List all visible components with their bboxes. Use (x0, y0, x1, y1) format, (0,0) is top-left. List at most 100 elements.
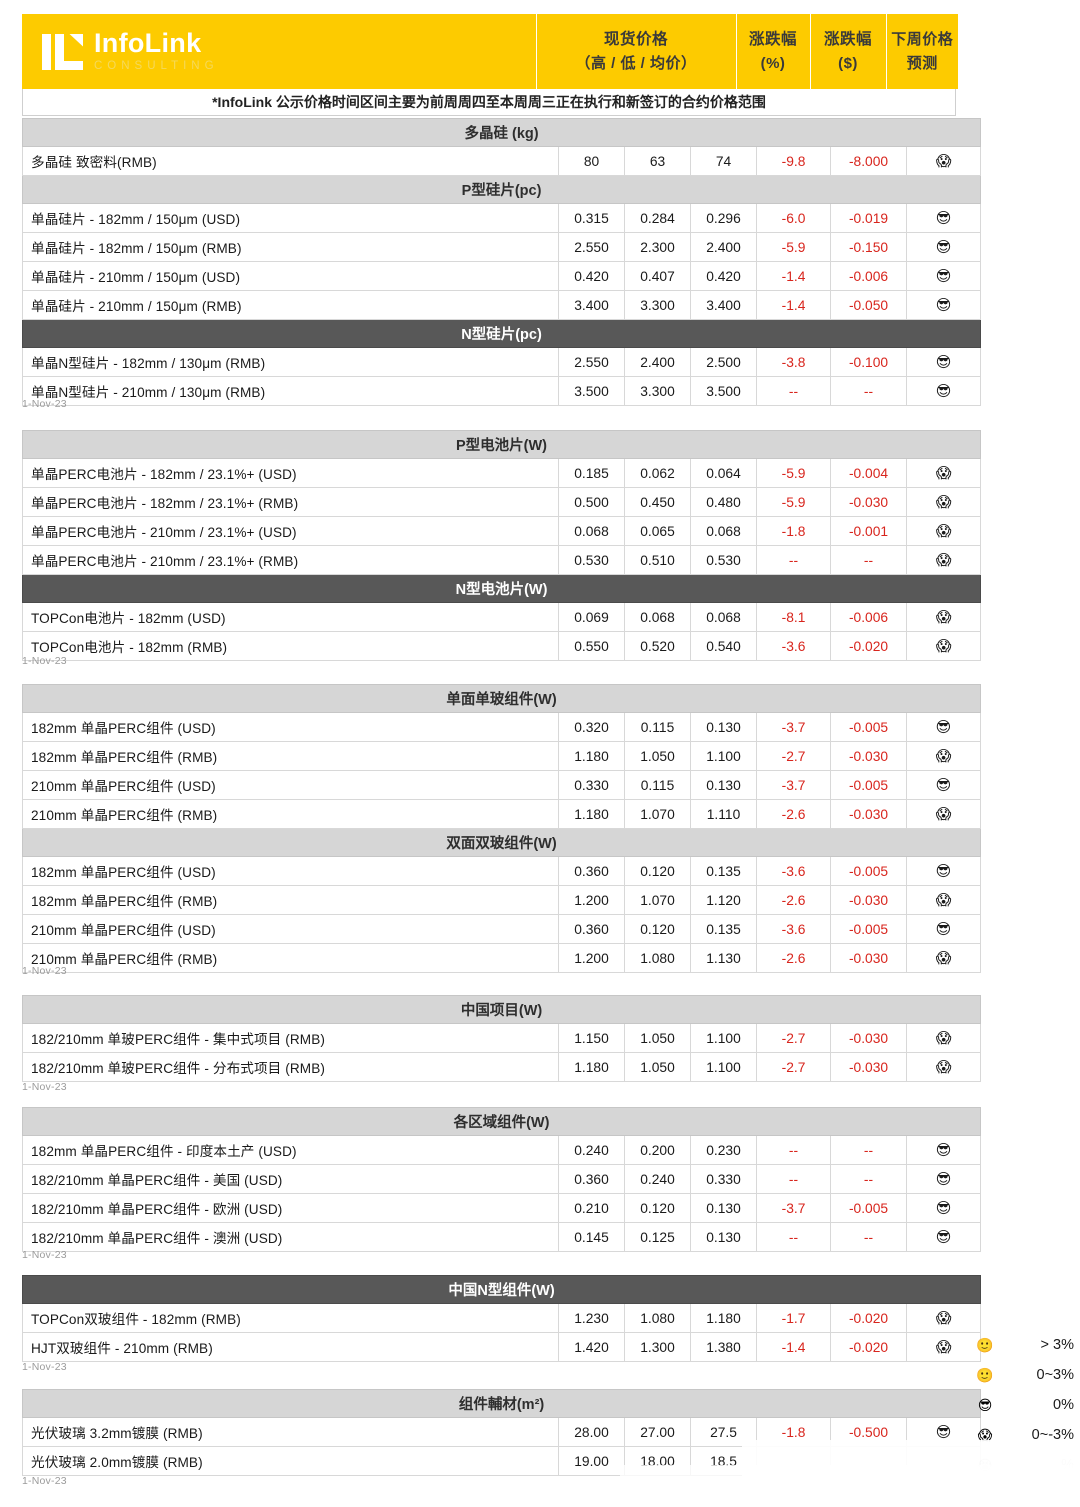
row-price-low: 0.520 (624, 631, 691, 661)
row-change-pct: -1.4 (756, 290, 831, 320)
row-price-low: 0.510 (624, 545, 691, 575)
row-price-avg: 0.068 (690, 516, 757, 546)
row-product-name: 182/210mm 单晶PERC组件 - 欧洲 (USD) (22, 1193, 559, 1223)
table-row[interactable]: 182mm 单晶PERC组件 - 印度本土产 (USD) 0.240 0.200 0.… (22, 1135, 982, 1165)
table-row[interactable]: 182/210mm 单晶PERC组件 - 美国 (USD) 0.360 0.240 0… (22, 1164, 982, 1194)
table-row[interactable]: 182/210mm 单晶PERC组件 - 澳洲 (USD) 0.145 0.125 0… (22, 1222, 982, 1252)
table-row[interactable]: 单晶硅片 - 182mm / 150μm (RMB) 2.550 2.300 2.40… (22, 232, 982, 262)
legend-label: > 3% (1040, 1337, 1074, 1353)
table-row[interactable]: 210mm 单晶PERC组件 (RMB) 1.180 1.070 1.110 -2.6-… (22, 799, 981, 829)
row-product-name: 单晶硅片 - 210mm / 150μm (RMB) (22, 290, 559, 320)
row-forecast-emoji-icon: 😎 (905, 1193, 982, 1223)
row-price-high: 1.200 (558, 943, 625, 973)
legend-item: 😎 0% (968, 1390, 1080, 1420)
row-product-name: 光伏玻璃 2.0mm镀膜 (RMB) (22, 1446, 559, 1476)
legend-item: 🙂 0~3% (968, 1360, 1080, 1390)
table-row[interactable]: 182/210mm 单玻PERC组件 - 集中式项目 (RMB) 1.150 1.0… (22, 1023, 982, 1053)
row-forecast-emoji-icon: 😱 (906, 741, 981, 771)
price-block: 各区域组件(W) 182mm 单晶PERC组件 - 印度本土产 (USD) 0.24… (21, 1107, 982, 1252)
section-title: 单面单玻组件(W) (22, 684, 981, 713)
table-row[interactable]: 单晶PERC电池片 - 182mm / 23.1%+ (RMB) 0.500 0.4… (22, 487, 982, 517)
price-block: 中国N型组件(W) TOPCon双玻组件 - 182mm (RMB) 1.230 1.… (21, 1275, 982, 1362)
row-change-usd: -0.020 (830, 1303, 907, 1333)
row-forecast-emoji-icon: 😱 (905, 1023, 982, 1053)
row-price-low: 1.070 (624, 799, 691, 829)
table-row[interactable]: 单晶PERC电池片 - 210mm / 23.1%+ (USD) 0.068 0.0… (22, 516, 982, 546)
table-row[interactable]: 单晶N型硅片 - 210mm / 130μm (RMB) 3.500 3.300 3.… (22, 376, 982, 406)
row-price-high: 80 (558, 146, 625, 176)
table-row[interactable]: TOPCon电池片 - 182mm (USD) 0.069 0.068 0.068 -8… (22, 602, 982, 632)
section-header-row: N型电池片(W) (21, 574, 982, 603)
row-change-usd: -0.030 (830, 741, 907, 771)
change-pct-line1: 涨跌幅 (748, 30, 797, 48)
row-price-high: 0.240 (558, 1135, 625, 1165)
table-row[interactable]: 182mm 单晶PERC组件 (RMB) 1.200 1.070 1.120 -2.6-… (22, 885, 981, 915)
row-price-high: 0.068 (558, 516, 625, 546)
date-stamp: 1-Nov-23 (22, 1249, 67, 1261)
row-product-name: 182mm 单晶PERC组件 - 印度本土产 (USD) (22, 1135, 559, 1165)
table-row[interactable]: HJT双玻组件 - 210mm (RMB) 1.420 1.300 1.380 -1.4… (22, 1332, 982, 1362)
section-header-row: 单面单玻组件(W) (22, 684, 981, 713)
table-row[interactable]: 单晶硅片 - 182mm / 150μm (USD) 0.315 0.284 0.29… (22, 203, 982, 233)
table-row[interactable]: 182mm 单晶PERC组件 (USD) 0.360 0.120 0.135 -3.6-… (22, 856, 981, 886)
date-stamp: 1-Nov-23 (22, 965, 67, 977)
table-row[interactable]: 210mm 单晶PERC组件 (USD) 0.360 0.120 0.135 -3.6-… (22, 914, 981, 944)
row-change-pct: -3.6 (756, 631, 831, 661)
table-row[interactable]: 单晶PERC电池片 - 182mm / 23.1%+ (USD) 0.185 0.0… (22, 458, 982, 488)
section-header-row: 多晶硅 (kg) (21, 118, 982, 147)
row-change-pct: -2.6 (756, 943, 831, 973)
row-product-name: 单晶PERC电池片 - 182mm / 23.1%+ (USD) (22, 458, 559, 488)
row-product-name: 182mm 单晶PERC组件 (RMB) (22, 885, 559, 915)
row-change-usd: -0.020 (830, 1332, 907, 1362)
row-price-avg: 0.130 (690, 1222, 757, 1252)
table-row[interactable]: 多晶硅 致密料(RMB) 80 63 74 -9.8 -8.000 😱 (22, 146, 982, 176)
row-price-high: 0.330 (558, 770, 625, 800)
row-price-avg: 3.400 (690, 290, 757, 320)
row-price-low: 3.300 (624, 376, 691, 406)
row-product-name: HJT双玻组件 - 210mm (RMB) (22, 1332, 559, 1362)
table-row[interactable]: 单晶PERC电池片 - 210mm / 23.1%+ (RMB) 0.530 0.5… (22, 545, 982, 575)
row-change-usd: -- (830, 1164, 907, 1194)
row-change-pct: -8.1 (756, 602, 831, 632)
table-row[interactable]: 182mm 单晶PERC组件 (RMB) 1.180 1.050 1.100 -2.7-… (22, 741, 981, 771)
section-title: P型硅片(pc) (21, 175, 982, 204)
table-row[interactable]: TOPCon电池片 - 182mm (RMB) 0.550 0.520 0.540 -3… (22, 631, 982, 661)
table-row[interactable]: 182/210mm 单玻PERC组件 - 分布式项目 (RMB) 1.180 1.0… (22, 1052, 982, 1082)
row-price-high: 0.315 (558, 203, 625, 233)
row-change-pct: -1.7 (756, 1303, 831, 1333)
row-price-low: 1.050 (624, 741, 691, 771)
table-row[interactable]: 182mm 单晶PERC组件 (USD) 0.320 0.115 0.130 -3.7-… (22, 712, 981, 742)
row-price-high: 1.180 (558, 741, 625, 771)
row-price-high: 1.150 (558, 1023, 625, 1053)
table-row[interactable]: 210mm 单晶PERC组件 (RMB) 1.200 1.080 1.130 -2.6-… (22, 943, 981, 973)
row-change-pct: -3.6 (756, 914, 831, 944)
section-title: 各区域组件(W) (21, 1107, 982, 1136)
section-title: N型电池片(W) (21, 574, 982, 603)
row-change-usd: -8.000 (830, 146, 907, 176)
table-row[interactable]: 单晶硅片 - 210mm / 150μm (USD) 0.420 0.407 0.42… (22, 261, 982, 291)
row-change-usd: -0.004 (830, 458, 907, 488)
row-price-avg: 1.100 (690, 741, 757, 771)
row-forecast-emoji-icon: 😎 (906, 914, 981, 944)
table-row[interactable]: 单晶硅片 - 210mm / 150μm (RMB) 3.400 3.300 3.40… (22, 290, 982, 320)
row-price-low: 63 (624, 146, 691, 176)
row-price-avg: 1.110 (690, 799, 757, 829)
col-header-spot-price: 现货价格 （高 / 低 / 均价） (536, 14, 737, 89)
row-change-usd: -0.006 (830, 261, 907, 291)
row-change-pct: -- (756, 545, 831, 575)
watermark-wash-2 (620, 1465, 1080, 1507)
table-row[interactable]: TOPCon双玻组件 - 182mm (RMB) 1.230 1.080 1.180-… (22, 1303, 982, 1333)
row-price-low: 0.120 (624, 856, 691, 886)
section-title: 中国项目(W) (21, 995, 982, 1024)
row-product-name: 单晶PERC电池片 - 210mm / 23.1%+ (RMB) (22, 545, 559, 575)
row-change-pct: -- (756, 1135, 831, 1165)
row-price-high: 0.210 (558, 1193, 625, 1223)
table-row[interactable]: 单晶N型硅片 - 182mm / 130μm (RMB) 2.550 2.400 2.… (22, 347, 982, 377)
col-header-change-pct: 涨跌幅 (%) (736, 14, 811, 89)
row-product-name: 单晶PERC电池片 - 182mm / 23.1%+ (RMB) (22, 487, 559, 517)
row-price-high: 1.200 (558, 885, 625, 915)
table-row[interactable]: 210mm 单晶PERC组件 (USD) 0.330 0.115 0.130 -3.7-… (22, 770, 981, 800)
row-price-low: 2.400 (624, 347, 691, 377)
row-product-name: 182mm 单晶PERC组件 (USD) (22, 856, 559, 886)
table-row[interactable]: 182/210mm 单晶PERC组件 - 欧洲 (USD) 0.210 0.120 0… (22, 1193, 982, 1223)
